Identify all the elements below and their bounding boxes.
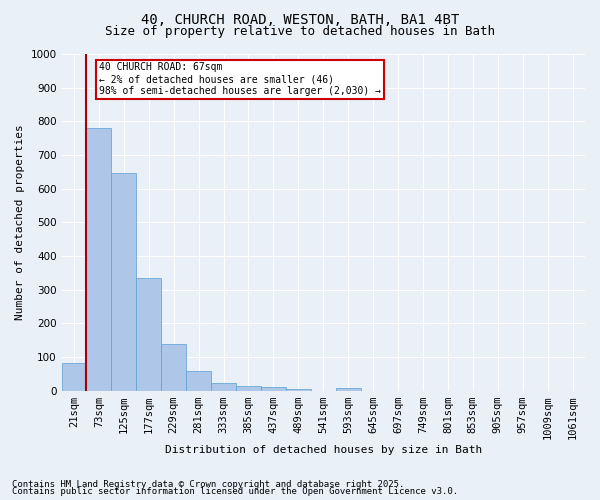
Bar (62, 363, 86, 391)
Bar (286, 389, 311, 391)
Bar (236, 386, 261, 391)
Text: Contains public sector information licensed under the Open Government Licence v3: Contains public sector information licen… (12, 488, 458, 496)
X-axis label: Distribution of detached houses by size in Bath: Distribution of detached houses by size … (164, 445, 482, 455)
Bar (261, 388, 286, 391)
Bar (211, 384, 236, 391)
Bar (86, 128, 112, 391)
Text: Contains HM Land Registry data © Crown copyright and database right 2025.: Contains HM Land Registry data © Crown c… (12, 480, 404, 489)
Bar (136, 278, 161, 391)
Text: Size of property relative to detached houses in Bath: Size of property relative to detached ho… (105, 25, 495, 38)
Bar (161, 344, 186, 391)
Bar (186, 370, 211, 391)
Y-axis label: Number of detached properties: Number of detached properties (15, 124, 25, 320)
Text: 40 CHURCH ROAD: 67sqm
← 2% of detached houses are smaller (46)
98% of semi-detac: 40 CHURCH ROAD: 67sqm ← 2% of detached h… (99, 62, 381, 96)
Bar (112, 172, 136, 391)
Bar (336, 388, 361, 391)
Text: 40, CHURCH ROAD, WESTON, BATH, BA1 4BT: 40, CHURCH ROAD, WESTON, BATH, BA1 4BT (141, 12, 459, 26)
